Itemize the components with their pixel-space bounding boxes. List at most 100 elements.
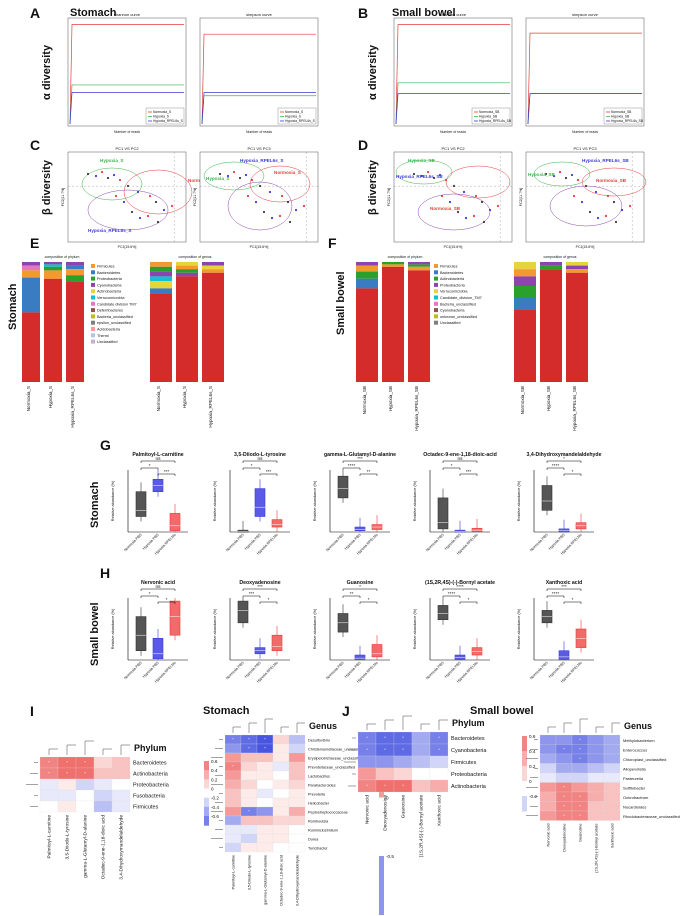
- sb-genus-heatmap-row-label: Nocardioides: [623, 804, 646, 809]
- boxplot-box: [371, 644, 383, 658]
- stomach-genus-heatmap-cell-star: *: [248, 737, 250, 742]
- pcoa-point: [552, 174, 556, 178]
- sb-phylum-heatmap-cell-star: *: [402, 747, 404, 752]
- pcoa-group-label: Hypoxia_RPEL6s_SB: [396, 174, 443, 179]
- pcoa-point: [570, 173, 574, 177]
- pcoa-frame: [67, 151, 187, 243]
- phylum-legend-label: Acidobacteria: [97, 328, 121, 332]
- pcoa-point: [302, 204, 306, 208]
- boxplot-group-label: Hypoxia PBS: [244, 660, 262, 678]
- stomach-genus-heatmap-cell: [288, 824, 306, 835]
- panel-letter-h: H: [100, 565, 110, 581]
- sb-genus-heatmap-cell: [603, 734, 621, 745]
- pcoa-frame: [525, 151, 645, 243]
- sb-genus-heatmap-cell-star: *: [563, 794, 565, 799]
- sb-genus-heatmap-cell: [603, 782, 621, 793]
- sb-genus-bar: [566, 262, 588, 266]
- significance-bracket: [459, 473, 478, 476]
- significance-label: *: [268, 597, 270, 603]
- sb-phylum-heatmap-col-label: Xanthoxic acid: [437, 795, 443, 827]
- pcoa-point: [464, 216, 468, 220]
- sb-genus-heatmap-row-label: Pasteurella: [623, 776, 644, 781]
- sb-phylum-legend-swatch: [434, 289, 438, 294]
- sb-genus-heatmap-cell: [555, 753, 573, 764]
- significance-bracket: [242, 460, 278, 463]
- sb-genus-heatmap-cell: [539, 810, 557, 821]
- sb-genus-heatmap-row-label: Enterococcus: [623, 747, 647, 752]
- sb-genus-heatmap-cell: [571, 772, 589, 783]
- pcoa-point: [280, 194, 284, 198]
- stomach-phylum-heatmap-cell: [111, 756, 131, 769]
- bar-x-label: Hypoxia_RPEL6s_S: [208, 386, 213, 428]
- stomach-genus-heatmap-cell-star: *: [264, 746, 266, 751]
- stomach-genus-heatmap-col-label: gamma-L-Glutamyl-D-alanine: [264, 855, 268, 905]
- phylum-legend-label: Proteobacteria: [97, 277, 123, 281]
- significance-bracket: [342, 460, 378, 463]
- stomach-genus-heatmap-legend-bar: [379, 856, 384, 915]
- stomach-genus-heatmap-row-label: Christensenellaceae_unclassified: [308, 748, 364, 752]
- stomach-genus-heatmap-cell: [272, 770, 290, 781]
- stomach-phylum-heatmap-cell: [111, 778, 131, 791]
- bar-x-label: Hypoxia_RPEL6s_SB: [414, 386, 419, 431]
- boxplot-panels: Palmitoyl-L-carnitine Relative abundance …: [111, 452, 602, 684]
- panel-letter-f: F: [328, 235, 337, 251]
- stomach-genus-heatmap-cell: [240, 752, 258, 763]
- pcoa-point: [262, 210, 266, 214]
- pcoa-ellipse: [445, 165, 511, 199]
- sb-phylum-heatmap-cell: [357, 767, 377, 781]
- stomach-phylum-heatmap-cell-star: *: [66, 771, 68, 776]
- sb-phylum-heatmap-cell: [375, 767, 395, 781]
- pcoa-point: [604, 214, 608, 218]
- boxplot-box: [169, 513, 181, 532]
- sb-genus-heatmap-cell: [603, 772, 621, 783]
- boxplot-box: [454, 529, 466, 533]
- stomach-phylum-bar: [22, 265, 40, 271]
- pcoa-title: PC1 VS PC2: [441, 146, 465, 151]
- stomach-genus-heatmap-cell: [240, 833, 258, 844]
- sb-phylum-bar: [382, 264, 404, 267]
- pcoa-point: [218, 172, 222, 176]
- sb-genus-heatmap-col-label: Nervonic acid: [547, 824, 551, 847]
- stomach-phylum-heatmap-row-label: Firmicutes: [133, 805, 159, 811]
- pcoa-point: [420, 174, 424, 178]
- sb-genus-heatmap-col-dendrogram: [563, 722, 572, 733]
- significance-label: ****: [552, 591, 560, 597]
- rarefaction-curve: [395, 93, 510, 125]
- sb-phylum-legend-label: Proteobacteria: [440, 283, 466, 287]
- stomach-genus-heatmap-cell: [224, 779, 242, 790]
- phylum-legend-label: Actinobacteria: [97, 290, 122, 294]
- phylum-legend-label: Bacteria_unclassified: [97, 315, 133, 319]
- stomach-phylum-heatmap-row-label: Proteobacteria: [133, 783, 170, 789]
- stomach-genus-heatmap-row-label: Prevotellaceae_unclassified: [308, 766, 355, 770]
- stomach-phylum-heatmap-cell-star: *: [66, 760, 68, 765]
- sb-phylum-bar: [356, 278, 378, 289]
- stomach-genus-heatmap-cell: [256, 842, 274, 853]
- boxplot-box: [237, 600, 249, 624]
- sb-genus-heatmap-row-label: Rhodobacteraceae_unclassified: [623, 814, 680, 819]
- boxplot-ylabel: Relative abundance (%): [413, 480, 417, 521]
- sb-phylum-heatmap-row-label: Proteobacteria: [451, 772, 488, 778]
- stomach-genus-heatmap-cell: [272, 752, 290, 763]
- stomach-phylum-heatmap-cell: [39, 800, 59, 813]
- significance-bracket: [259, 473, 278, 476]
- significance-label: *: [468, 597, 470, 603]
- stomach-genus-heatmap-col-label: 3,5-Diiodo-L-tyrosine: [248, 855, 252, 890]
- sb-phylum-bar: [382, 266, 404, 382]
- rarefaction-legend-box: [145, 107, 185, 125]
- stomach-genus-heatmap-cell: [288, 833, 306, 844]
- sb-phylum-heatmap-legend-tick: 0.4: [529, 749, 536, 754]
- stomach-genus-heatmap-cell: [256, 788, 274, 799]
- pcoa-point: [614, 220, 618, 224]
- sb-phylum-heatmap-col-dendrogram: [366, 723, 376, 730]
- boxplot-group-label: Normoxia PBS: [123, 532, 143, 552]
- stomach-genus-heatmap-cell: [256, 824, 274, 835]
- stomach-phylum-heatmap-col-dendrogram: [48, 748, 58, 755]
- significance-bracket: [459, 601, 478, 604]
- pcoa-xlabel: PC1[15.6%]: [118, 245, 137, 249]
- sb-genus-heatmap-cell: [571, 763, 589, 774]
- pcoa-point: [472, 214, 476, 218]
- significance-label: ***: [257, 584, 263, 590]
- significance-label: *: [251, 463, 253, 469]
- rarefaction-legend-box: [277, 107, 317, 125]
- sb-phylum-bar: [382, 262, 404, 265]
